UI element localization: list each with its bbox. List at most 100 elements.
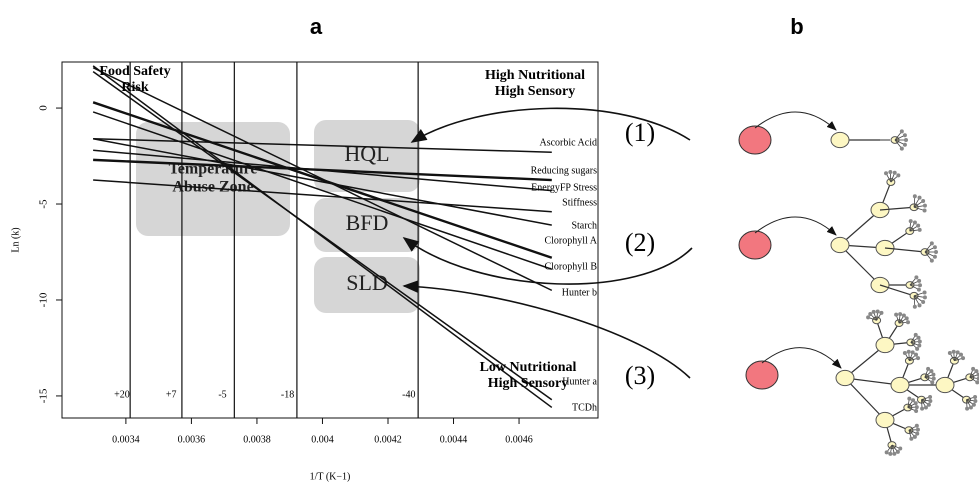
leaf	[923, 204, 927, 208]
leaf	[903, 143, 907, 147]
panel-label: b	[790, 14, 803, 39]
leaf	[959, 353, 963, 357]
leaf	[916, 224, 920, 228]
leaf	[918, 303, 922, 307]
y-tick-label: -5	[38, 199, 50, 209]
series-label: Hunter b	[562, 287, 597, 298]
x-axis-label: 1/T (K−1)	[310, 471, 351, 482]
leaf	[907, 350, 911, 354]
leaf	[911, 350, 915, 354]
temperature-label: +20	[114, 389, 130, 400]
leaf	[914, 353, 918, 357]
leaf	[915, 405, 919, 409]
series-label: Clorophyll A	[544, 235, 597, 246]
zone-label: HQL	[344, 141, 389, 166]
leaf	[918, 196, 922, 200]
leaf	[948, 351, 952, 355]
x-tick-label: 0.0046	[505, 434, 533, 445]
leaf	[973, 395, 977, 399]
leaf	[898, 312, 902, 316]
x-tick-label: 0.0034	[112, 434, 140, 445]
annotation: High Sensory	[495, 84, 576, 99]
x-tick-label: 0.0038	[243, 434, 271, 445]
leaf	[914, 275, 918, 279]
temperature-label: +7	[166, 389, 177, 400]
leaf	[872, 310, 876, 314]
leaf	[898, 447, 902, 451]
series-label: Reducing sugars	[531, 165, 597, 176]
leaf	[931, 373, 935, 377]
leaf	[924, 405, 928, 409]
leaf	[915, 432, 919, 436]
leaf	[913, 194, 917, 198]
leaf	[971, 367, 975, 371]
source-node	[739, 231, 771, 259]
leaf	[923, 291, 927, 295]
node	[836, 370, 854, 385]
leaf	[913, 305, 917, 309]
leaf	[913, 221, 917, 225]
leaf	[909, 219, 913, 223]
leaf	[903, 133, 907, 137]
node	[876, 412, 894, 427]
leaf	[914, 401, 918, 405]
leaf	[923, 208, 927, 212]
figure: a b (1) (2) (3) TemperatureAbuse ZoneHQL…	[0, 0, 979, 488]
leaf	[930, 259, 934, 263]
leaf	[965, 407, 969, 411]
leaf	[914, 409, 918, 413]
series-label: Stiffness	[562, 197, 597, 208]
leaf	[920, 407, 924, 411]
leaf	[973, 399, 977, 403]
leaf	[902, 314, 906, 318]
series-label: Starch	[571, 220, 597, 231]
node	[891, 377, 909, 392]
series-line	[93, 66, 552, 408]
annotation: High Nutritional	[485, 68, 585, 83]
leaf	[974, 369, 978, 373]
leaf	[900, 147, 904, 151]
leaf	[930, 380, 934, 384]
link	[755, 217, 836, 235]
node	[936, 377, 954, 392]
leaf	[969, 405, 973, 409]
x-tick-label: 0.004	[311, 434, 334, 445]
node	[831, 132, 849, 147]
source-node	[746, 361, 778, 389]
y-tick-label: -10	[38, 292, 50, 307]
leaf	[884, 171, 888, 175]
leaf	[921, 300, 925, 304]
leaf	[928, 399, 932, 403]
leaf	[918, 283, 922, 287]
leaf	[972, 403, 976, 407]
annotation: High Sensory	[488, 376, 569, 391]
y-tick-label: 0	[38, 105, 50, 111]
step-label: (3)	[625, 361, 655, 390]
leaf	[903, 351, 907, 355]
x-tick-label: 0.0044	[440, 434, 468, 445]
leaf	[906, 320, 910, 324]
zone-label: Abuse Zone	[172, 179, 253, 196]
annotation: Food Safety	[99, 64, 170, 79]
leaf	[879, 311, 883, 315]
x-tick-label: 0.0036	[178, 434, 206, 445]
panel-label: a	[310, 14, 323, 39]
zone-label: SLD	[346, 270, 388, 295]
annotation: Risk	[121, 80, 148, 95]
series-label: Ascorbic Acid	[540, 137, 598, 148]
leaf	[893, 171, 897, 175]
leaf	[904, 138, 908, 142]
leaf	[930, 241, 934, 245]
leaf	[917, 288, 921, 292]
annotation: Low Nutritional	[480, 360, 577, 375]
leaf	[868, 312, 872, 316]
leaf	[915, 347, 919, 351]
leaf	[885, 450, 889, 454]
y-tick-label: -15	[38, 388, 50, 403]
leaf	[913, 435, 917, 439]
leaf	[961, 356, 965, 360]
leaf	[876, 309, 880, 313]
leaf	[896, 450, 900, 454]
leaf	[956, 350, 960, 354]
series-label: TCDh	[572, 402, 597, 413]
